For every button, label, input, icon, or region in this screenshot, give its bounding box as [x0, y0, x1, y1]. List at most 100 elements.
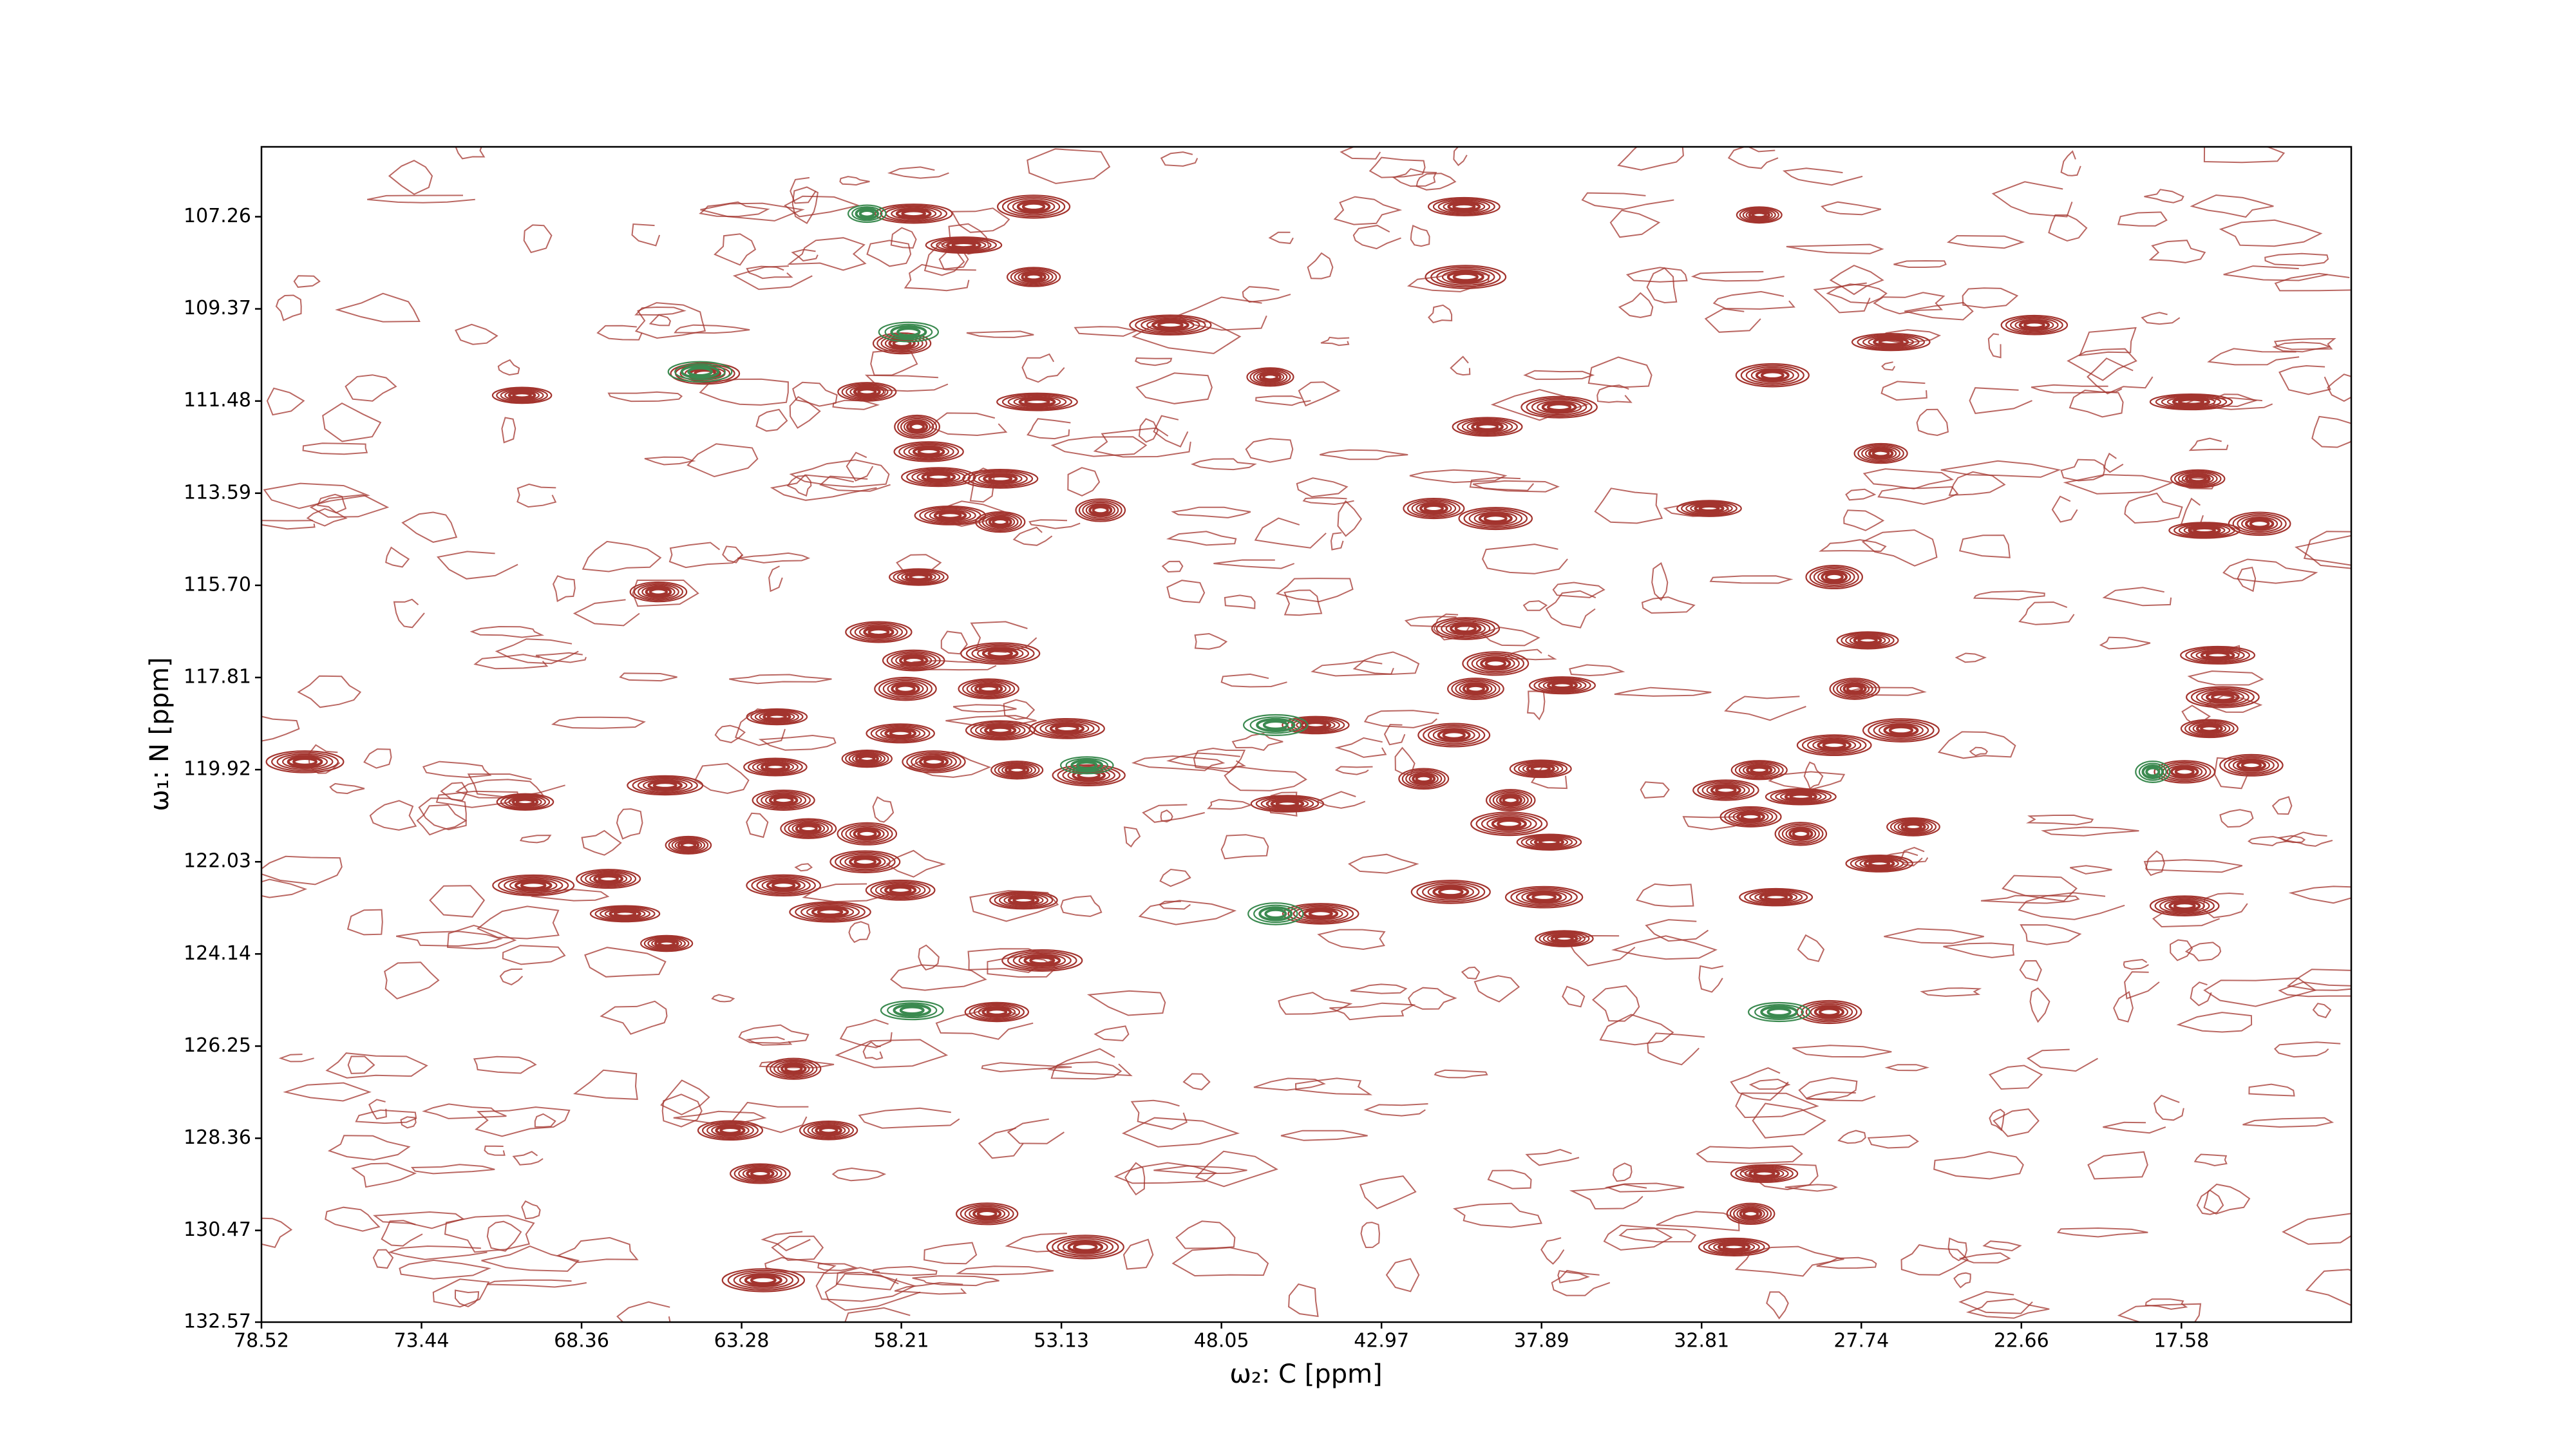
contour-ring [851, 206, 883, 222]
peak [990, 761, 1044, 780]
peak [743, 757, 808, 777]
contour-ring [903, 444, 954, 460]
contour-ring [746, 708, 808, 726]
noise-contour [363, 748, 392, 769]
contour-ring [496, 793, 554, 811]
contour-ring [1250, 795, 1325, 813]
contour-ring [1287, 904, 1354, 923]
contour-ring [1452, 417, 1523, 437]
contour-ring [909, 422, 925, 431]
contour-ring [2185, 686, 2260, 708]
contour-ring [652, 781, 677, 790]
noise-contour [2294, 535, 2351, 569]
contour-ring [1484, 659, 1507, 668]
contour-ring [1812, 738, 1857, 752]
contour-ring [1726, 1202, 1776, 1226]
contour-ring [906, 468, 971, 486]
noise-contour [668, 542, 744, 569]
contour-ring [1260, 797, 1314, 811]
contour-ring [514, 880, 553, 891]
contour-ring [806, 905, 855, 919]
noise-contour [1557, 1270, 1590, 1283]
contour-ring [972, 471, 1028, 486]
contour-ring [884, 323, 933, 341]
contour-ring [1692, 779, 1759, 801]
contour-ring [1736, 206, 1783, 224]
contour-ring [594, 906, 656, 922]
noise-contour [401, 511, 458, 543]
noise-contour [1050, 1061, 1122, 1080]
noise-contour [1337, 500, 1363, 537]
noise-contour [534, 1113, 556, 1128]
peak [1730, 760, 1788, 781]
contour-ring [1495, 793, 1526, 808]
contour-ring [917, 447, 940, 456]
peak [1470, 811, 1548, 837]
peak [1425, 265, 1507, 289]
noise-contour [596, 325, 643, 341]
noise-contour [2169, 939, 2193, 961]
noise-contour [1472, 480, 1560, 493]
contour-ring [1293, 905, 1349, 922]
contour-ring [1732, 810, 1769, 824]
contour-ring [2135, 760, 2171, 783]
noise-contour [385, 546, 410, 568]
peak [2135, 760, 2171, 783]
noise-contour [1220, 673, 1287, 688]
noise-contour [1383, 724, 1406, 746]
contour-ring [1739, 887, 1814, 907]
noise-contour [335, 292, 421, 323]
contour-ring [989, 891, 1058, 910]
peak [1535, 930, 1594, 947]
peak [1246, 367, 1294, 387]
noise-contour [1880, 381, 1927, 401]
contour-ring [989, 726, 1012, 735]
contour-ring [1518, 762, 1564, 776]
noise-contour [631, 223, 661, 247]
contour-ring [670, 362, 741, 385]
noise-contour [2103, 1121, 2166, 1134]
contour-ring [750, 1275, 777, 1285]
contour-ring [1760, 1005, 1798, 1019]
contour-ring [974, 723, 1026, 738]
noise-contour [367, 194, 475, 204]
noise-contour [790, 176, 817, 204]
noise-contour [2041, 826, 2139, 837]
noise-contour [322, 402, 382, 442]
contour-ring [1410, 880, 1491, 904]
noise-contour [481, 1245, 580, 1272]
noise-contour [2278, 365, 2331, 395]
peak [996, 194, 1071, 219]
contour-ring [893, 569, 945, 585]
contour-ring [857, 829, 877, 838]
contour-ring [509, 878, 558, 893]
contour-ring [1016, 200, 1051, 213]
contour-ring [1431, 617, 1501, 640]
contour-ring [1461, 419, 1513, 435]
peak [965, 720, 1036, 741]
noise-contour [1989, 1108, 2005, 1132]
noise-contour [1843, 509, 1885, 531]
peak [576, 869, 641, 889]
noise-contour [1920, 987, 1982, 997]
noise-contour [819, 475, 891, 492]
noise-contour [2196, 1189, 2224, 1215]
contour-ring [855, 207, 880, 220]
noise-contour [831, 1167, 887, 1182]
x-tick-label: 22.66 [1994, 1330, 2049, 1352]
contour-ring [878, 678, 933, 699]
contour-ring [874, 204, 953, 224]
contour-ring [1528, 676, 1596, 695]
noise-contour [1611, 935, 1718, 960]
contour-ring [750, 1170, 770, 1178]
peak [492, 874, 575, 896]
contour-ring [1845, 633, 1891, 647]
contour-ring [751, 875, 816, 895]
noise-contour [1522, 600, 1548, 611]
noise-contour [771, 1235, 824, 1261]
contour-ring [600, 907, 651, 920]
contour-ring [1007, 395, 1067, 409]
noise-contour [607, 391, 683, 402]
contour-ring [585, 871, 632, 887]
noise-contour [1122, 1238, 1154, 1270]
